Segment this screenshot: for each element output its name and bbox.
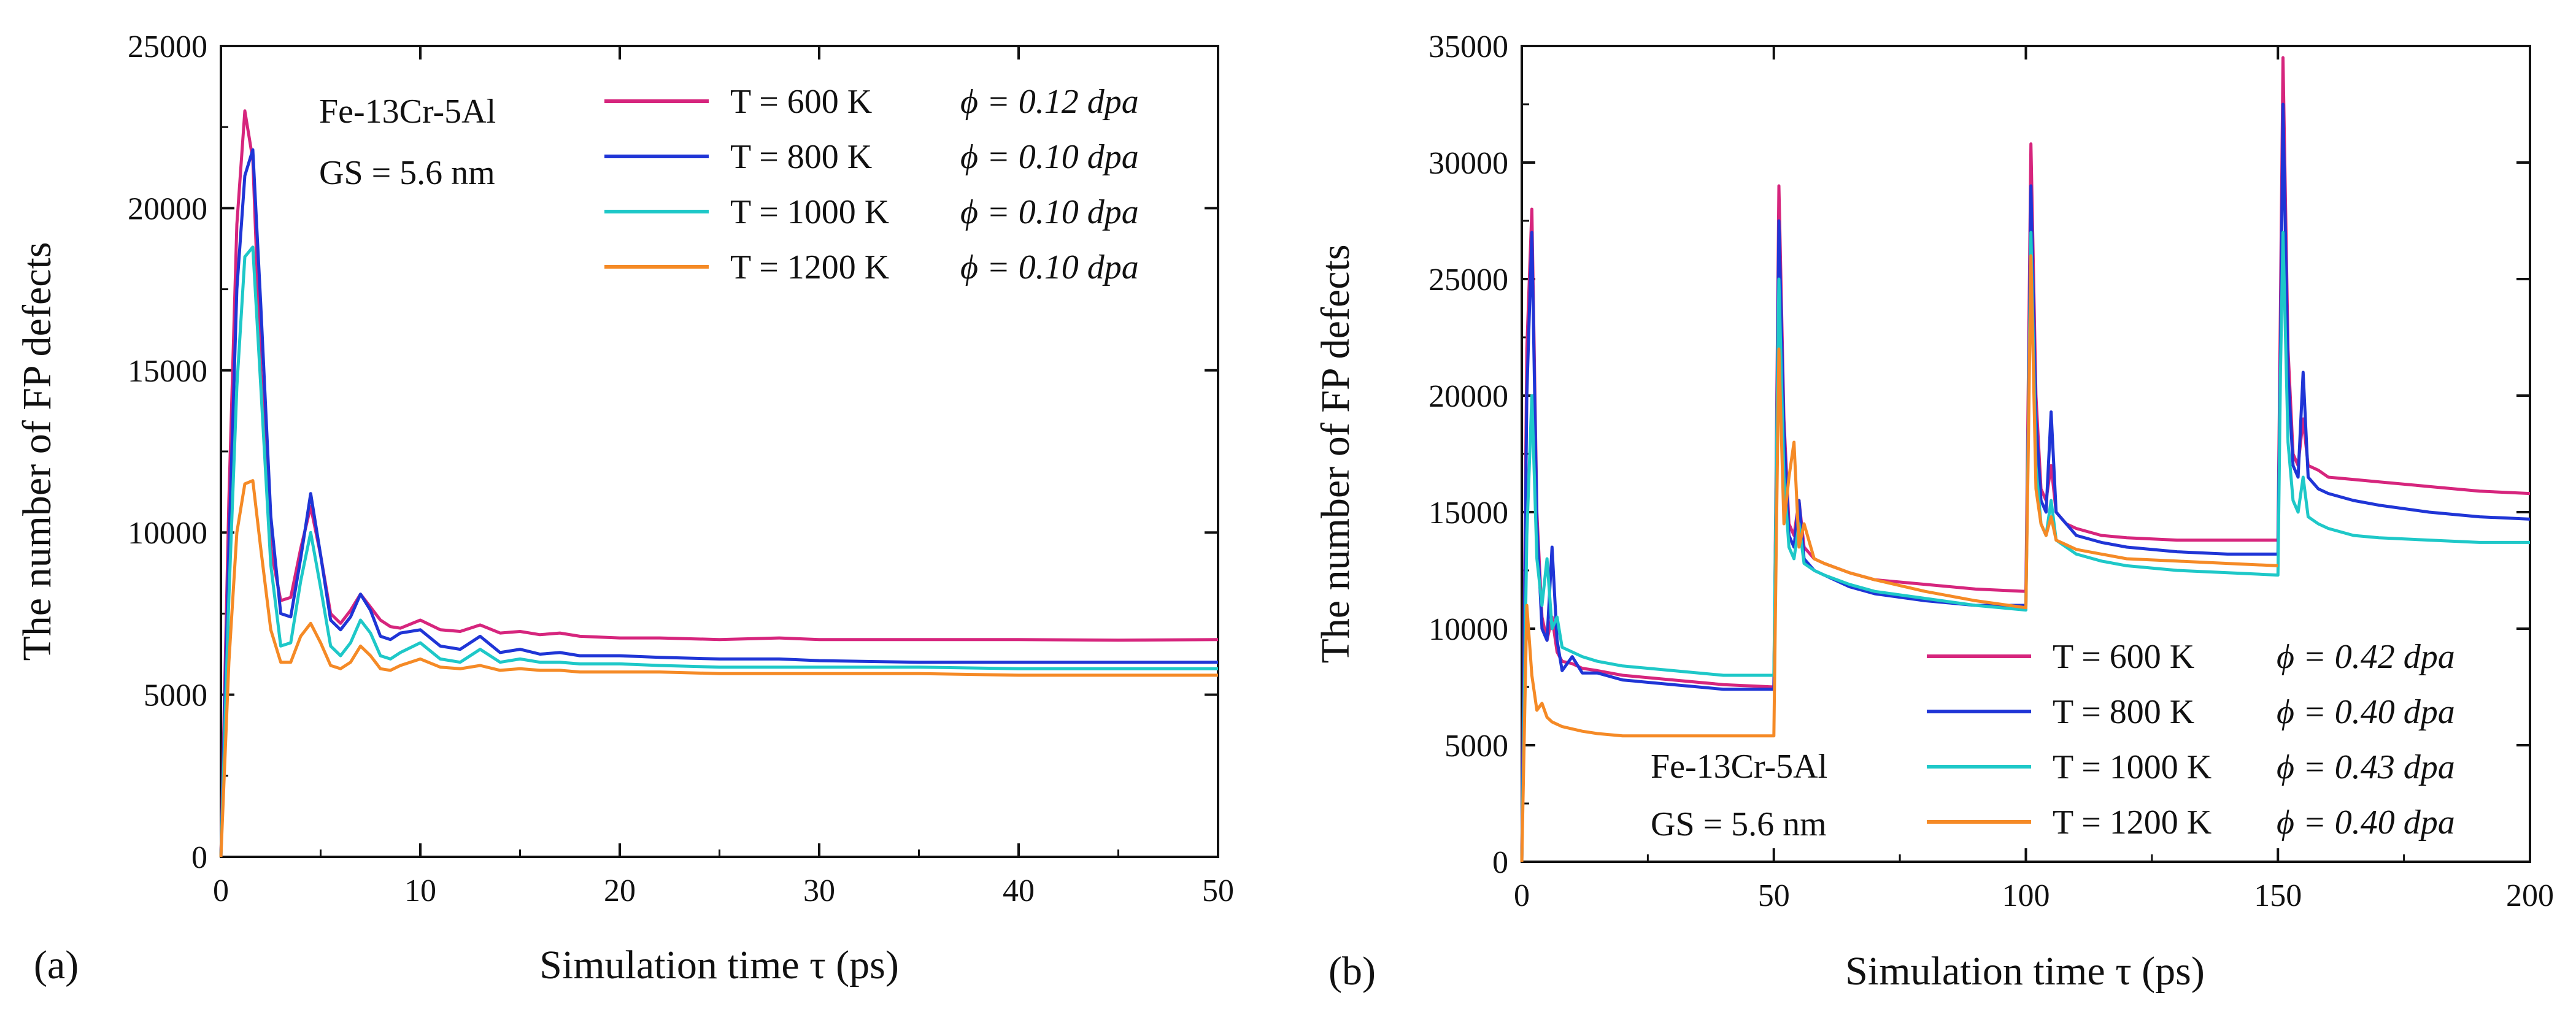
panel-b-y-tick-label: 15000	[1429, 496, 1508, 531]
panel-a-legend-label-800k: T = 800 K	[730, 138, 872, 176]
panel-a-y-axis-title: The number of FP defects	[15, 242, 60, 661]
panel-a-material-annotation: Fe-13Cr-5Al	[319, 93, 496, 131]
panel-b-x-tick-label: 0	[1514, 878, 1530, 913]
panel-a-legend-label-1200k: T = 1200 K	[730, 248, 889, 286]
panel-a-legend-label-600k: T = 600 K	[730, 83, 872, 121]
panel-b-x-axis-title: Simulation time τ (ps)	[1845, 949, 2205, 994]
panel-b-legend-phi-1000k: ϕ = 0.43 dpa	[2277, 748, 2455, 786]
panel-a-series-line-800k	[219, 148, 1218, 857]
panel-b-legend-phi-600k: ϕ = 0.42 dpa	[2277, 638, 2455, 676]
panel-b-y-ticks: 0 5000 10000 15000 20000 25000 30000 35000	[1429, 29, 2530, 880]
panel-a-grain-size-annotation: GS = 5.6 nm	[319, 154, 495, 192]
panel-b-legend-label-1000k: T = 1000 K	[2053, 748, 2212, 786]
panel-b-series-line-1200k	[1520, 254, 2278, 862]
panel-b-y-tick-label: 35000	[1429, 29, 1508, 64]
panel-a-y-tick-label: 15000	[128, 354, 207, 389]
panel-b-legend-label-1200k: T = 1200 K	[2053, 803, 2212, 842]
panel-a-label: (a)	[34, 943, 79, 987]
panel-b-label: (b)	[1328, 949, 1376, 994]
panel-a-series-line-1000k	[219, 245, 1218, 857]
panel-b-y-tick-label: 10000	[1429, 612, 1508, 647]
panel-b-legend-label-800k: T = 800 K	[2053, 693, 2194, 731]
panel-a-legend-phi-1000k: ϕ = 0.10 dpa	[960, 193, 1139, 231]
panel-a-series-line-600k	[219, 109, 1219, 857]
panel-a-y-tick-label: 20000	[128, 191, 207, 226]
panel-a-x-tick-label: 30	[803, 873, 835, 908]
panel-b-x-tick-label: 200	[2506, 878, 2554, 913]
panel-a-legend-phi-1200k: ϕ = 0.10 dpa	[960, 248, 1139, 286]
panel-a-legend-label-1000k: T = 1000 K	[730, 193, 889, 231]
panel-a-y-tick-label: 25000	[128, 29, 207, 64]
panel-a-legend-phi-800k: ϕ = 0.10 dpa	[960, 138, 1139, 176]
panel-b-y-tick-label: 0	[1492, 845, 1508, 880]
panel-a-y-tick-label: 10000	[128, 516, 207, 551]
panel-b-series-line-1000k	[1520, 231, 2530, 862]
panel-a-legend-phi-600k: ϕ = 0.12 dpa	[960, 83, 1139, 121]
panel-a-x-tick-label: 50	[1202, 873, 1234, 908]
panel-a-x-tick-label: 40	[1003, 873, 1035, 908]
panel-b-legend-phi-1200k: ϕ = 0.40 dpa	[2277, 803, 2455, 842]
panel-b-material-annotation: Fe-13Cr-5Al	[1651, 748, 1827, 786]
panel-a-y-ticks: 0 5000 10000 15000 20000 25000	[128, 29, 1218, 875]
panel-b-grain-size-annotation: GS = 5.6 nm	[1651, 805, 1827, 843]
panel-a: 0 10 20 30 40 50 0 5000 10000 15000 20000 25000 (a…	[15, 29, 1234, 987]
panel-b: 0 50 100 150 200 0 5000 10000 15000 20000 25000 30…	[1313, 29, 2554, 994]
panel-b-plot-frame	[1521, 45, 2531, 863]
panel-a-x-tick-label: 20	[604, 873, 636, 908]
panel-a-x-tick-label: 10	[404, 873, 436, 908]
panel-b-y-axis-title: The number of FP defects	[1313, 244, 1358, 663]
panel-b-x-tick-label: 150	[2254, 878, 2302, 913]
panel-b-y-tick-label: 30000	[1429, 146, 1508, 181]
panel-b-y-tick-label: 20000	[1429, 379, 1508, 414]
panel-b-series	[1520, 56, 2531, 862]
panel-b-x-ticks: 0 50 100 150 200	[1514, 46, 2554, 913]
panel-a-x-axis-title: Simulation time τ (ps)	[539, 943, 899, 987]
panel-a-series-line-1200k	[219, 479, 1218, 857]
panel-b-legend-phi-800k: ϕ = 0.40 dpa	[2277, 693, 2455, 731]
panel-b-x-tick-label: 100	[2002, 878, 2050, 913]
panel-b-series-line-600k	[1520, 56, 2531, 862]
panel-a-y-tick-label: 0	[191, 840, 207, 875]
panel-b-x-tick-label: 50	[1758, 878, 1790, 913]
panel-a-x-tick-label: 0	[213, 873, 229, 908]
panel-b-legend: T = 600 K ϕ = 0.42 dpa T = 800 K ϕ = 0.4…	[1927, 638, 2455, 842]
panel-b-legend-label-600k: T = 600 K	[2053, 638, 2194, 676]
panel-a-legend: T = 600 K ϕ = 0.12 dpa T = 800 K ϕ = 0.1…	[604, 83, 1139, 286]
panel-b-y-tick-label: 5000	[1444, 729, 1508, 764]
panel-b-y-tick-label: 25000	[1429, 263, 1508, 297]
panel-a-y-tick-label: 5000	[144, 678, 207, 713]
panel-a-x-ticks: 0 10 20 30 40 50	[213, 46, 1234, 908]
panel-a-series	[219, 109, 1219, 857]
